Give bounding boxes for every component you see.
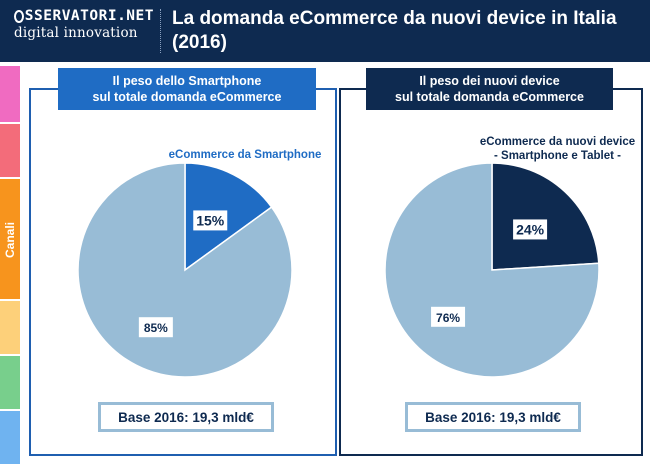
pie-slice-0-0 [184, 162, 273, 272]
left-slice-legend: eCommerce da Smartphone [168, 149, 322, 161]
smartphone-pie-chart: 15% 85% [77, 162, 293, 378]
logo-o-icon [14, 9, 24, 23]
sidebar-label: Canali [3, 221, 18, 259]
pie-label-box-1-0 [513, 219, 548, 240]
sidebar-segment-2 [0, 124, 20, 177]
pie-label-0-0: 15% [193, 210, 228, 231]
sidebar-segment-1 [0, 66, 20, 122]
pie-label-text-1-1: 76% [436, 311, 460, 325]
right-base-label: Base 2016: 19,3 mld€ [405, 402, 581, 432]
pie-label-box-0-0 [193, 210, 228, 231]
osservatori-logo: SSERVATORI.NET digital innovation [14, 8, 154, 41]
header-divider [160, 9, 161, 53]
page-title: La domanda eCommerce da nuovi device in … [172, 8, 617, 53]
pie-label-0-1: 85% [138, 317, 173, 338]
logo-bottom-text: digital innovation [14, 25, 138, 41]
pie-label-1-0: 24% [513, 219, 548, 240]
logo-top-text: SSERVATORI.NET [24, 8, 154, 24]
left-base-label: Base 2016: 19,3 mld€ [98, 402, 274, 432]
new-device-pie-chart: 24% 76% [384, 162, 600, 378]
sidebar-segment-3 [0, 179, 20, 299]
pie-label-box-0-1 [138, 317, 173, 338]
pie-label-text-1-0: 24% [516, 221, 545, 237]
left-panel-title: Il peso dello Smartphone sul totale doma… [58, 68, 316, 110]
header-bar: SSERVATORI.NET digital innovation La dom… [0, 0, 650, 62]
pie-slice-0-1 [77, 162, 293, 378]
pie-label-text-0-0: 15% [196, 212, 225, 228]
right-panel-title: Il peso dei nuovi device sul totale doma… [366, 68, 613, 110]
pie-label-box-1-1 [431, 306, 466, 327]
pie-slice-1-0 [491, 162, 600, 271]
sidebar-segment-4 [0, 301, 20, 354]
sidebar-segment-6 [0, 411, 20, 464]
pie-label-text-0-1: 85% [144, 321, 168, 335]
pie-label-1-1: 76% [431, 306, 466, 327]
sidebar-segment-5 [0, 356, 20, 409]
right-slice-legend: eCommerce da nuovi device - Smartphone e… [479, 136, 636, 162]
